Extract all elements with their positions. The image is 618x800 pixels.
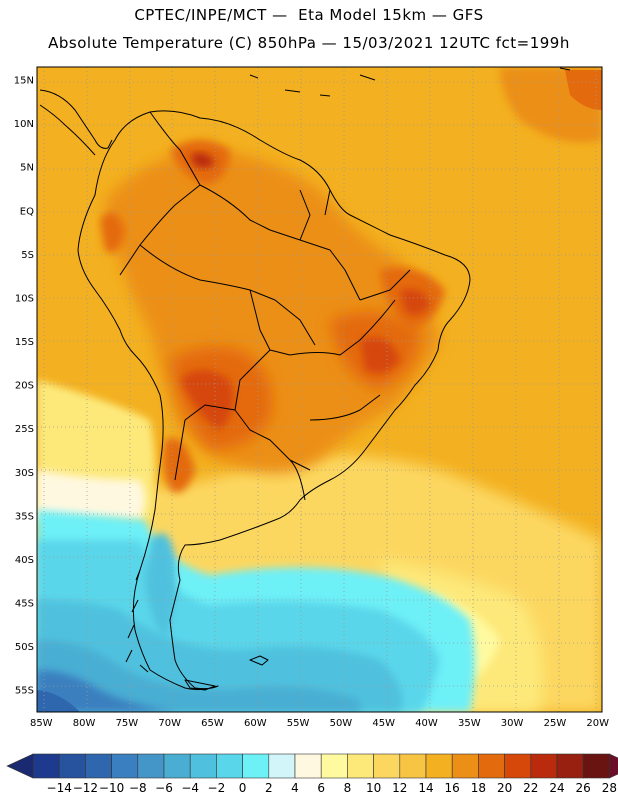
latitude-label: 5S — [21, 250, 34, 261]
caribbean-islands — [249, 67, 571, 97]
latitude-label: 25S — [15, 424, 34, 435]
longitude-label: 30W — [501, 718, 524, 729]
colorbar-cell — [32, 753, 60, 779]
colorbar-tick-label: 16 — [445, 781, 460, 795]
colorbar-cell — [399, 753, 427, 779]
map-title-line-2: Absolute Temperature (C) 850hPa — 15/03/… — [48, 34, 570, 52]
colorbar-min-arrow — [6, 753, 34, 779]
colorbar-tick-label: −4 — [181, 781, 199, 795]
colorbar-tick-label: 12 — [392, 781, 407, 795]
colorbar-max-arrow — [609, 753, 618, 779]
colorbar-cell — [451, 753, 479, 779]
colorbar-tick-label: 26 — [576, 781, 591, 795]
chile-archipelago — [125, 569, 149, 673]
colorbar-cell — [216, 753, 243, 779]
country-borders — [119, 111, 411, 501]
latitude-label: 35S — [15, 511, 34, 522]
colorbar-cell — [504, 753, 532, 779]
colorbar-tick-label: −14 — [47, 781, 72, 795]
colorbar-cell — [530, 753, 558, 779]
colorbar-tick-label: 8 — [344, 781, 352, 795]
longitude-label: 25W — [544, 718, 567, 729]
colorbar-tick-label: −8 — [129, 781, 147, 795]
falkland-islands — [249, 655, 269, 666]
latitude-label: 10S — [15, 293, 34, 304]
colorbar-cell — [373, 753, 401, 779]
coastlines-and-borders — [39, 67, 571, 691]
longitude-label: 55W — [287, 718, 310, 729]
longitude-label: 45W — [372, 718, 395, 729]
colorbar-labels: −14 −12 −10 −8 −6 −4 −2 0 2 4 6 8 10 12 14 16 18 20 22 24 26… — [47, 781, 618, 795]
tierra-del-fuego — [184, 679, 216, 691]
latitude-label: 55S — [15, 686, 34, 697]
latitude-labels: 15N 10N 5N EQ 5S 10S 15S 20S 25S 30S 35S 40S 45S 50S 5… — [14, 76, 34, 697]
colorbar-cell — [294, 753, 322, 779]
longitude-label: 80W — [73, 718, 96, 729]
colorbar-cell — [478, 753, 505, 779]
longitude-label: 35W — [458, 718, 481, 729]
colorbar-cell — [111, 753, 139, 779]
colorbar-cell — [85, 753, 112, 779]
colorbar-cell — [268, 753, 296, 779]
latitude-label: 30S — [15, 468, 34, 479]
latitude-label: 40S — [15, 555, 34, 566]
colorbar-tick-label: 10 — [366, 781, 381, 795]
colorbar-tick-label: 18 — [471, 781, 486, 795]
colorbar-tick-label: 24 — [549, 781, 564, 795]
longitude-label: 20W — [586, 718, 609, 729]
latitude-label: 45S — [15, 599, 34, 610]
latitude-label: 15S — [15, 337, 34, 348]
latitude-label: 15N — [14, 76, 34, 87]
latitude-label: 20S — [15, 381, 34, 392]
latitude-label: 5N — [20, 163, 34, 174]
latitude-label: 10N — [14, 119, 34, 130]
colorbar-cell — [425, 753, 453, 779]
temperature-field — [37, 67, 602, 712]
map-frame — [36, 66, 603, 713]
colorbar-cell — [582, 753, 610, 779]
colorbar-cell — [347, 753, 374, 779]
colorbar-tick-label: 0 — [239, 781, 247, 795]
colorbar-tick-label: −6 — [155, 781, 173, 795]
longitude-label: 40W — [415, 718, 438, 729]
latitude-label: 50S — [15, 642, 34, 653]
colorbar-tick-label: −10 — [99, 781, 124, 795]
colorbar-cell — [556, 753, 584, 779]
colorbar-cell — [58, 753, 86, 779]
colorbar-cell — [242, 753, 270, 779]
longitude-label: 75W — [116, 718, 139, 729]
longitude-label: 65W — [201, 718, 224, 729]
colorbar-tick-label: 14 — [418, 781, 433, 795]
latitude-label: EQ — [20, 206, 34, 217]
colorbar-tick-label: 2 — [265, 781, 273, 795]
colorbar-tick-label: −2 — [208, 781, 226, 795]
longitude-label: 85W — [30, 718, 53, 729]
colorbar-cell — [163, 753, 191, 779]
longitude-label: 50W — [330, 718, 353, 729]
longitude-labels: 85W 80W 75W 70W 65W 60W 55W 50W 45W 40W 35W 30W 25W 2… — [30, 718, 609, 729]
colorbar-tick-label: 6 — [317, 781, 325, 795]
colorbar-tick-label: 4 — [291, 781, 299, 795]
colorbar-cell — [189, 753, 217, 779]
colorbar-tick-label: 28 — [602, 781, 617, 795]
central-america-coastline — [39, 89, 113, 156]
map-title-line-1: CPTEC/INPE/MCT — Eta Model 15km — GFS — [134, 6, 484, 24]
colorbar-tick-label: 20 — [497, 781, 512, 795]
longitude-label: 70W — [158, 718, 181, 729]
colorbar-cell — [137, 753, 165, 779]
colorbar-cell — [320, 753, 348, 779]
colorbar-tick-label: 22 — [523, 781, 538, 795]
colorbar-legend — [6, 753, 618, 779]
colorbar-tick-label: −12 — [73, 781, 98, 795]
longitude-label: 60W — [244, 718, 267, 729]
